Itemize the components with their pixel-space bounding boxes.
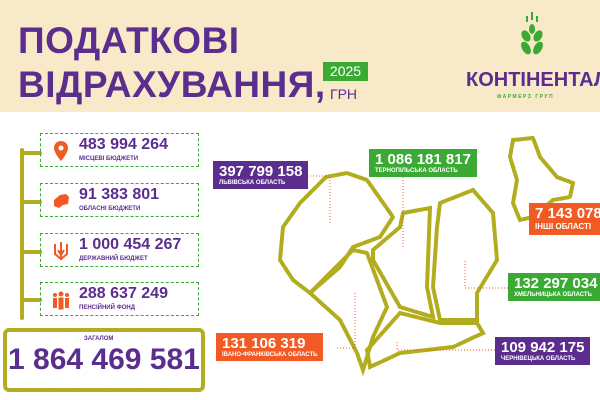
ivano-frankivsk-outline: [307, 247, 390, 377]
region-map-icon: [54, 194, 69, 208]
logo-subtitle: ФАРМЕРЗ ГРУП: [497, 94, 555, 100]
region-label: ІВАНО-ФРАНКІВСЬКА ОБЛАСТЬ: [222, 352, 318, 358]
budget-label: ОБЛАСНІ БЮДЖЕТИ: [79, 206, 141, 212]
budget-card-regional: 91 383 801 ОБЛАСНІ БЮДЖЕТИ: [40, 183, 199, 217]
khmelnytskyi-outline: [430, 187, 500, 322]
ivano-frankivsk-leader: [337, 292, 356, 349]
total-label: ЗАГАЛОМ: [84, 336, 114, 342]
total-value: 1 864 469 581: [8, 343, 200, 376]
budget-card-local: 483 994 264 МІСЦЕВІ БЮДЖЕТИ: [40, 133, 199, 167]
region-value: 109 942 175: [501, 339, 585, 356]
budget-value: 288 637 249: [79, 285, 168, 302]
region-label: ТЕРНОПІЛЬСЬКА ОБЛАСТЬ: [375, 168, 458, 174]
location-pin-icon: [54, 141, 68, 161]
budget-value: 1 000 454 267: [79, 236, 182, 253]
other-regions-outline: [507, 135, 576, 223]
lviv-outline: [277, 170, 396, 296]
wheat-logo-icon: [521, 12, 543, 55]
year-badge: 2025: [323, 62, 368, 81]
currency-label: ГРН: [330, 86, 358, 102]
budget-label: МІСЦЕВІ БЮДЖЕТИ: [79, 156, 139, 162]
region-value: 132 297 034: [514, 275, 598, 292]
chernivtsi-outline: [364, 310, 486, 370]
region-label: ЛЬВІВСЬКА ОБЛАСТЬ: [219, 180, 286, 186]
ternopil-outline: [371, 205, 436, 320]
title-line-2: ВІДРАХУВАННЯ,: [18, 64, 326, 105]
lviv-leader: [310, 175, 331, 225]
budget-card-pension: 288 637 249 ПЕНСІЙНИЙ ФОНД: [40, 282, 199, 316]
khmelnytskyi-leader: [464, 260, 508, 289]
seed-total-frame: [3, 328, 205, 392]
budget-label: ПЕНСІЙНИЙ ФОНД: [79, 305, 135, 311]
logo-name: КОНТІНЕНТАЛ: [466, 69, 600, 91]
region-box-ivano-frankivsk: 131 106 319 ІВАНО-ФРАНКІВСЬКА ОБЛАСТЬ: [216, 333, 324, 361]
region-box-ternopil: 1 086 181 817 ТЕРНОПІЛЬСЬКА ОБЛАСТЬ: [369, 149, 477, 177]
trident-icon: [54, 242, 68, 261]
region-box-lviv: 397 799 158 ЛЬВІВСЬКА ОБЛАСТЬ: [213, 161, 309, 189]
region-box-other: 7 143 078 ІНШІ ОБЛАСТІ: [529, 203, 600, 235]
region-label: ХМЕЛЬНИЦЬКА ОБЛАСТЬ: [514, 292, 592, 298]
region-value: 397 799 158: [219, 163, 303, 180]
budget-label: ДЕРЖАВНИЙ БЮДЖЕТ: [79, 256, 148, 262]
region-label: ІНШІ ОБЛАСТІ: [535, 222, 592, 231]
region-value: 1 086 181 817: [375, 151, 471, 168]
budget-value: 91 383 801: [79, 186, 160, 203]
region-value: 7 143 078: [535, 205, 600, 222]
region-label: ЧЕРНІВЕЦЬКА ОБЛАСТЬ: [501, 356, 576, 362]
region-box-chernivtsi: 109 942 175 ЧЕРНІВЕЦЬКА ОБЛАСТЬ: [495, 337, 591, 365]
region-box-khmelnytskyi: 132 297 034 ХМЕЛЬНИЦЬКА ОБЛАСТЬ: [508, 273, 600, 301]
title-line-1: ПОДАТКОВІ: [18, 20, 240, 61]
header: ПОДАТКОВІ ВІДРАХУВАННЯ, 2025 ГРН КОНТІНЕ…: [0, 0, 600, 112]
region-value: 131 106 319: [222, 335, 306, 352]
budget-card-state: 1 000 454 267 ДЕРЖАВНИЙ БЮДЖЕТ: [40, 233, 199, 267]
people-icon: [53, 291, 69, 310]
budget-value: 483 994 264: [79, 136, 168, 153]
